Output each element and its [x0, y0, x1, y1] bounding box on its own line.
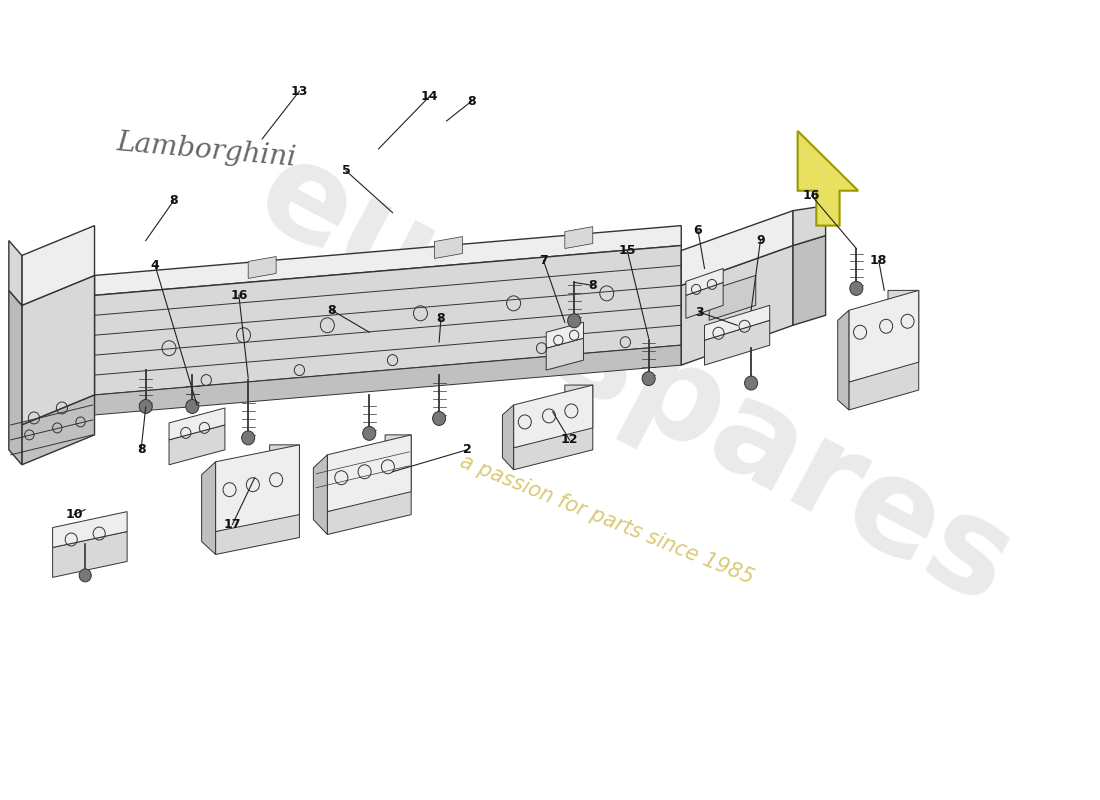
Polygon shape — [710, 275, 756, 320]
Text: 8: 8 — [468, 94, 476, 107]
Polygon shape — [169, 408, 224, 440]
Circle shape — [79, 569, 91, 582]
Polygon shape — [53, 512, 128, 547]
Polygon shape — [9, 290, 22, 465]
Polygon shape — [849, 290, 918, 382]
Polygon shape — [216, 445, 299, 554]
Text: 18: 18 — [870, 254, 888, 267]
Text: eurospares: eurospares — [236, 128, 1033, 632]
Polygon shape — [793, 235, 826, 326]
Circle shape — [568, 314, 581, 328]
Text: 4: 4 — [151, 259, 160, 272]
Polygon shape — [793, 206, 826, 246]
Text: 17: 17 — [223, 518, 241, 531]
Circle shape — [850, 282, 862, 295]
Polygon shape — [328, 435, 411, 512]
Circle shape — [186, 399, 199, 414]
Text: 16: 16 — [230, 289, 248, 302]
Polygon shape — [22, 395, 95, 465]
Polygon shape — [95, 226, 681, 295]
Polygon shape — [849, 290, 918, 410]
Circle shape — [363, 426, 376, 440]
Text: 12: 12 — [561, 434, 579, 446]
Polygon shape — [547, 322, 583, 348]
Circle shape — [242, 431, 255, 445]
Polygon shape — [22, 275, 95, 425]
Polygon shape — [547, 338, 583, 370]
Polygon shape — [95, 246, 681, 395]
Polygon shape — [704, 306, 770, 340]
Polygon shape — [434, 237, 462, 258]
Text: 3: 3 — [695, 306, 704, 319]
Circle shape — [140, 399, 152, 414]
Text: 8: 8 — [136, 443, 145, 456]
Text: a passion for parts since 1985: a passion for parts since 1985 — [456, 451, 757, 588]
Polygon shape — [514, 385, 593, 448]
Text: 8: 8 — [328, 304, 337, 317]
Polygon shape — [503, 405, 514, 470]
Polygon shape — [328, 435, 411, 534]
Polygon shape — [681, 210, 793, 286]
Text: 14: 14 — [421, 90, 439, 102]
Text: 15: 15 — [618, 244, 636, 257]
Polygon shape — [798, 131, 858, 226]
Polygon shape — [169, 425, 224, 465]
Text: 8: 8 — [169, 194, 178, 207]
Polygon shape — [514, 385, 593, 470]
Text: 8: 8 — [588, 279, 597, 292]
Text: 10: 10 — [65, 508, 82, 521]
Polygon shape — [201, 462, 216, 554]
Text: 5: 5 — [342, 164, 351, 178]
Polygon shape — [53, 531, 128, 578]
Polygon shape — [686, 282, 723, 318]
Polygon shape — [838, 310, 849, 410]
Polygon shape — [9, 241, 22, 306]
Text: 8: 8 — [437, 312, 446, 325]
Polygon shape — [686, 269, 723, 295]
Circle shape — [745, 376, 758, 390]
Polygon shape — [564, 226, 593, 249]
Polygon shape — [704, 320, 770, 365]
Text: 13: 13 — [290, 85, 308, 98]
Polygon shape — [95, 345, 681, 415]
Polygon shape — [249, 257, 276, 278]
Text: 9: 9 — [756, 234, 764, 247]
Text: Lamborghini: Lamborghini — [116, 130, 297, 172]
Polygon shape — [314, 455, 328, 534]
Text: 6: 6 — [694, 224, 702, 237]
Polygon shape — [681, 246, 793, 365]
Circle shape — [432, 411, 446, 426]
Text: 7: 7 — [539, 254, 548, 267]
Circle shape — [642, 371, 656, 386]
Polygon shape — [22, 226, 95, 306]
Text: 2: 2 — [463, 443, 472, 456]
Polygon shape — [216, 445, 299, 531]
Text: 16: 16 — [803, 190, 821, 202]
